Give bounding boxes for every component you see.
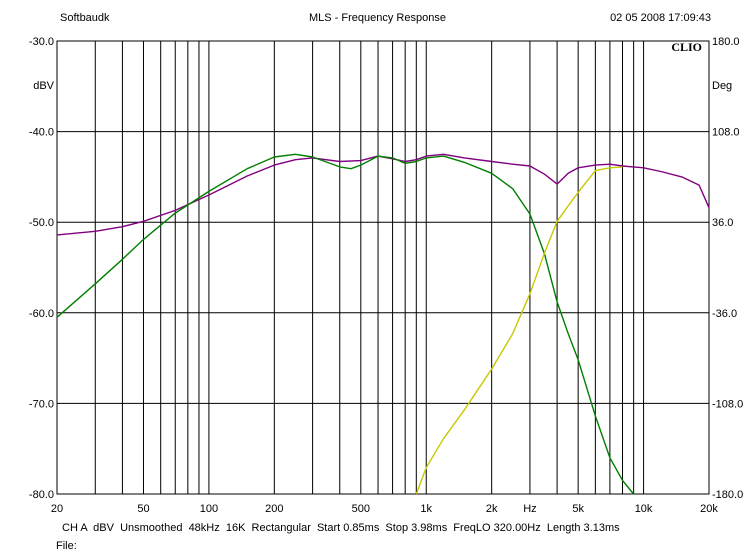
x-tick-label: 20k [700, 503, 718, 515]
axes: -30.0 -40.0 -50.0 -60.0 -70.0 -80.0 180.0 108.0… [29, 36, 743, 515]
y-tick-label: -30.0 [29, 36, 54, 48]
y-tick-label: -50.0 [29, 217, 54, 229]
y2-tick-label: 108.0 [712, 127, 740, 139]
grid [57, 40, 709, 495]
clio-logo: CLIO [671, 40, 702, 54]
x-unit-label: Hz [523, 503, 536, 515]
x-tick-label: 500 [352, 503, 370, 515]
x-tick-label: 20 [51, 503, 63, 515]
y2-tick-label: -180.0 [712, 489, 743, 501]
file-label: File: [56, 540, 77, 551]
frequency-response-chart: -30.0 -40.0 -50.0 -60.0 -70.0 -80.0 180.0 108.0… [29, 36, 743, 515]
chart-title: MLS - Frequency Response [309, 12, 446, 24]
y-tick-label: -80.0 [29, 489, 54, 501]
y2-tick-label: -108.0 [712, 398, 743, 410]
x-tick-label: 1k [420, 503, 432, 515]
x-tick-label: 2k [486, 503, 498, 515]
plot-frame [56, 40, 710, 495]
trace-line-1 [56, 153, 710, 236]
y2-tick-label: 180.0 [712, 36, 740, 48]
y2-axis-label: Deg [712, 80, 732, 92]
y-tick-label: -70.0 [29, 398, 54, 410]
y-tick-label: -60.0 [29, 308, 54, 320]
x-tick-label: 10k [635, 503, 653, 515]
trace-line-2 [56, 153, 635, 495]
trace-line-3 [415, 166, 623, 495]
measurement-settings: CH A dBV Unsmoothed 48kHz 16K Rectangula… [62, 522, 620, 534]
x-tick-label: 200 [265, 503, 283, 515]
y2-tick-label: 36.0 [712, 217, 733, 229]
company-label: Softbaudk [60, 12, 110, 24]
x-tick-label: 100 [200, 503, 218, 515]
traces [56, 153, 710, 495]
y-axis-label: dBV [33, 80, 54, 92]
x-tick-label: 5k [572, 503, 584, 515]
y2-tick-label: -36.0 [712, 308, 737, 320]
x-tick-label: 50 [137, 503, 149, 515]
y-tick-label: -40.0 [29, 127, 54, 139]
timestamp: 02 05 2008 17:09:43 [610, 12, 711, 24]
